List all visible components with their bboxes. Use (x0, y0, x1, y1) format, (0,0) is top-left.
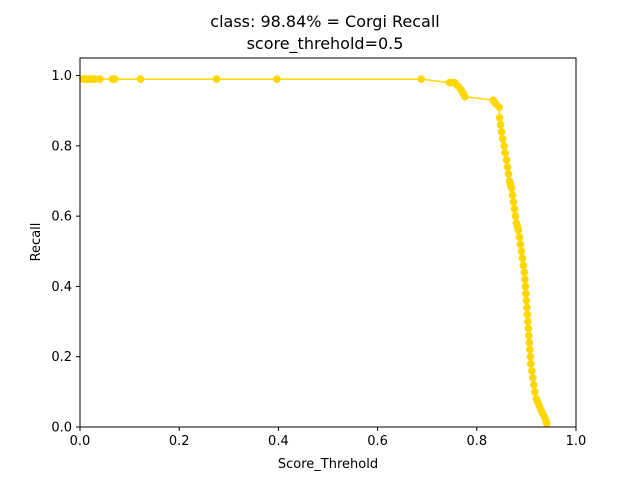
data-point (497, 127, 506, 136)
data-point (521, 282, 530, 291)
data-point (517, 247, 526, 256)
y-tick-label: 0.0 (51, 421, 72, 436)
data-point (524, 317, 532, 326)
data-point (524, 324, 533, 333)
x-tick-label: 0.4 (268, 434, 289, 449)
data-point (511, 212, 520, 220)
data-point (527, 359, 535, 368)
data-point (417, 75, 426, 83)
data-point (525, 338, 534, 347)
data-point (523, 310, 532, 319)
data-point (514, 226, 523, 235)
x-tick-label: 1.0 (566, 434, 587, 449)
data-point (502, 156, 511, 164)
data-point (522, 289, 530, 298)
chart-title-line1: class: 98.84% = Corgi Recall (210, 12, 439, 31)
data-point (528, 366, 536, 375)
y-tick-label: 1.0 (51, 69, 72, 84)
x-axis-ticks: 0.0 0.2 0.4 0.6 0.8 1.0 (70, 427, 587, 449)
y-tick-label: 0.4 (51, 280, 72, 295)
data-point (526, 345, 534, 354)
data-point (273, 75, 281, 83)
data-point (500, 142, 508, 150)
data-point (495, 103, 503, 112)
data-point (504, 170, 513, 178)
data-point (498, 134, 507, 143)
x-tick-label: 0.0 (70, 434, 91, 449)
axes-frame (79, 57, 577, 428)
y-tick-label: 0.8 (51, 139, 72, 154)
data-point (518, 254, 527, 263)
data-point (530, 388, 539, 396)
data-point (461, 92, 469, 101)
y-axis-label: Recall (29, 223, 44, 262)
y-tick-label: 0.2 (51, 350, 72, 365)
data-point (525, 331, 533, 340)
data-point (95, 75, 104, 83)
data-point (529, 373, 537, 382)
data-point (529, 380, 538, 389)
data-point (212, 75, 221, 83)
data-point (503, 163, 512, 171)
data-point (522, 296, 531, 305)
data-point (516, 240, 525, 249)
data-point (542, 419, 551, 428)
data-point (526, 352, 535, 361)
data-point (520, 268, 529, 277)
data-point (495, 113, 504, 122)
data-point (508, 191, 517, 199)
data-point (515, 233, 524, 242)
data-point (501, 149, 509, 157)
y-axis-ticks: 0.0 0.2 0.4 0.6 0.8 1.0 (51, 69, 80, 436)
data-point (510, 205, 519, 213)
data-point (523, 303, 531, 312)
plot-area (79, 75, 551, 428)
data-point (509, 198, 518, 206)
data-point (110, 75, 119, 83)
chart-title-line2: score_threhold=0.5 (247, 34, 404, 54)
x-tick-label: 0.2 (169, 434, 190, 449)
data-point (496, 120, 505, 129)
x-tick-label: 0.6 (367, 434, 388, 449)
data-point (521, 275, 529, 284)
x-tick-label: 0.8 (466, 434, 487, 449)
data-point (136, 75, 145, 83)
data-point (507, 184, 516, 192)
x-axis-label: Score_Threhold (278, 457, 378, 472)
data-point (519, 261, 528, 270)
y-tick-label: 0.6 (51, 210, 72, 225)
